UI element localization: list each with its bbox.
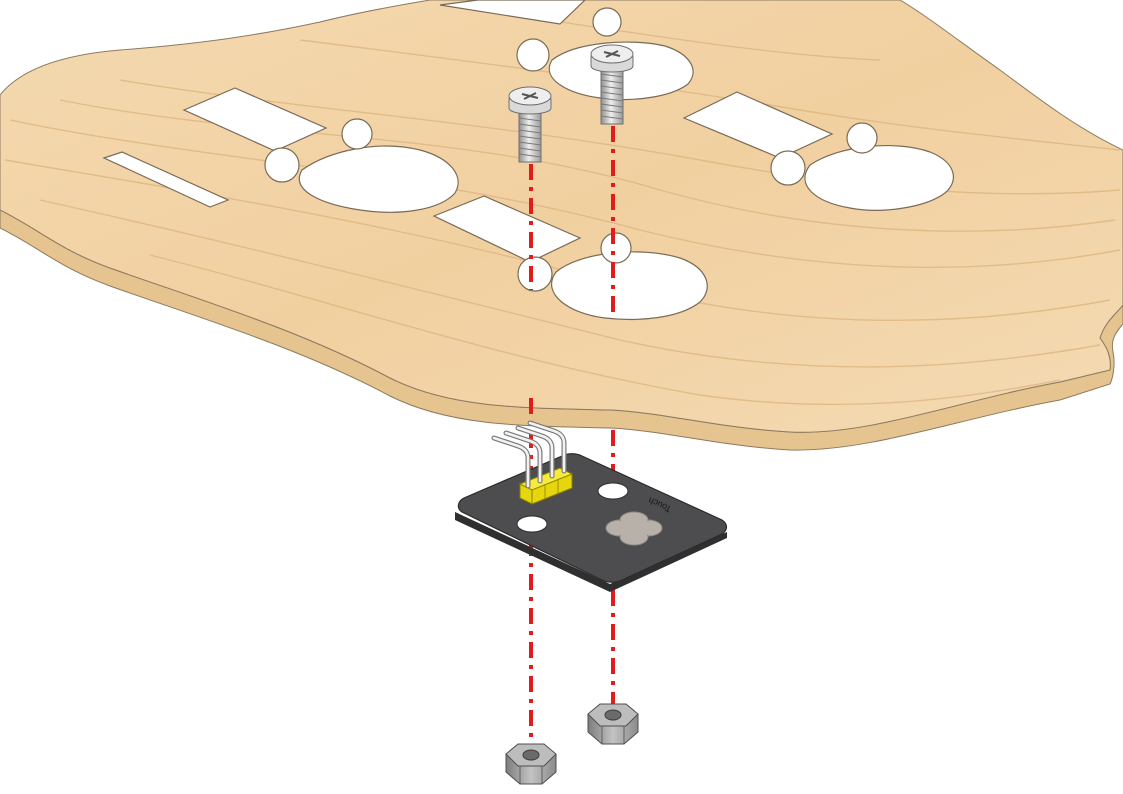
hex-nut-2 — [587, 703, 639, 745]
rect-cutout-4 — [432, 195, 582, 263]
hex-nut-1 — [505, 743, 557, 785]
board-hole-right — [597, 482, 629, 500]
mount-hole-left — [264, 118, 459, 213]
board-top — [457, 453, 728, 583]
phillips-cross-icon — [603, 50, 621, 58]
rect-cutout-2 — [439, 0, 586, 25]
wooden-base-plate — [0, 0, 1123, 451]
rect-cutout-1 — [182, 87, 328, 152]
rect-cutout-3 — [682, 91, 834, 159]
touch-sensor-module: Touch — [455, 420, 728, 592]
mount-hole-right — [770, 122, 954, 211]
phillips-cross-icon — [521, 92, 539, 100]
board-hole-left — [516, 515, 548, 533]
screw-1 — [508, 86, 552, 163]
slot-long — [102, 151, 230, 208]
screw-2 — [590, 44, 634, 125]
mount-hole-center — [517, 232, 708, 321]
header-pins — [491, 420, 567, 489]
touch-pad — [605, 511, 663, 546]
